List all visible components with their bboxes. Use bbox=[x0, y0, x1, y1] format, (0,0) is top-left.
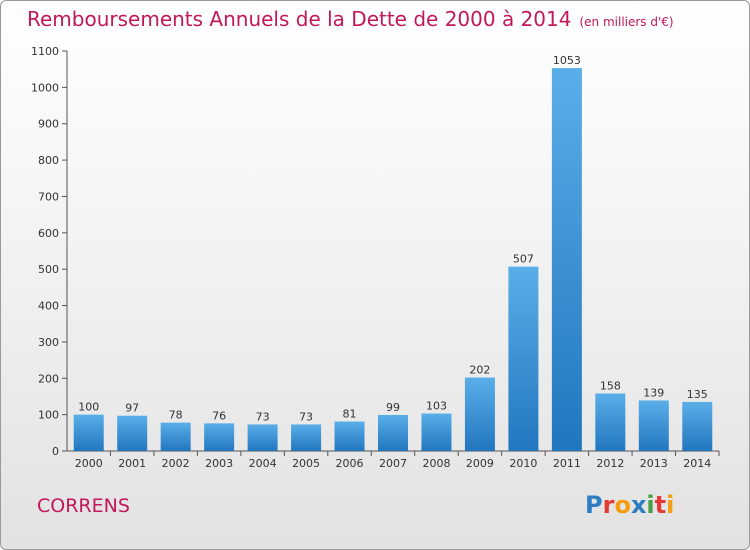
chart-title: Remboursements Annuels de la Dette de 20… bbox=[27, 7, 674, 31]
bar-value-label: 76 bbox=[212, 409, 226, 422]
bar bbox=[334, 421, 365, 451]
x-tick-label: 2009 bbox=[466, 457, 494, 470]
x-tick-label: 2012 bbox=[596, 457, 624, 470]
bar-chart: 0 100 200 300 400 500 600 700 800 900 1000 1100 100 2… bbox=[31, 45, 720, 470]
bar-value-label: 78 bbox=[169, 409, 183, 422]
logo-letter: x bbox=[630, 491, 647, 519]
bar-value-label: 507 bbox=[513, 253, 534, 266]
y-tick-label: 700 bbox=[38, 190, 59, 203]
bar bbox=[160, 422, 191, 451]
bar bbox=[204, 423, 235, 451]
x-tick-label: 2004 bbox=[249, 457, 277, 470]
logo-letter: i bbox=[666, 491, 675, 519]
bar bbox=[378, 415, 408, 451]
y-tick-label: 500 bbox=[38, 263, 59, 276]
bar bbox=[682, 401, 713, 451]
logo-letter: i bbox=[646, 491, 655, 519]
y-tick-label: 1100 bbox=[31, 45, 59, 58]
bar-value-label: 81 bbox=[343, 408, 357, 421]
y-tick-label: 300 bbox=[38, 336, 59, 349]
y-tick-label: 100 bbox=[38, 409, 59, 422]
bar bbox=[291, 424, 322, 451]
x-tick-label: 2007 bbox=[379, 457, 407, 470]
y-tick-label: 1000 bbox=[31, 81, 59, 94]
x-tick-label: 2001 bbox=[118, 457, 146, 470]
logo-letter: P bbox=[585, 491, 603, 519]
bar bbox=[117, 415, 148, 451]
bar-value-label: 100 bbox=[78, 401, 99, 414]
y-tick-label: 200 bbox=[38, 372, 59, 385]
y-tick-label: 400 bbox=[38, 300, 59, 313]
logo-letter: r bbox=[602, 491, 615, 519]
bar bbox=[464, 377, 495, 451]
x-tick-label: 2000 bbox=[75, 457, 103, 470]
y-tick-label: 800 bbox=[38, 154, 59, 167]
logo-letter: o bbox=[614, 491, 631, 519]
bar bbox=[73, 414, 104, 451]
x-tick-label: 2014 bbox=[683, 457, 711, 470]
x-tick-label: 2010 bbox=[509, 457, 537, 470]
y-tick-label: 0 bbox=[52, 445, 59, 458]
bar-value-label: 73 bbox=[256, 410, 270, 423]
y-tick-label: 600 bbox=[38, 227, 59, 240]
y-tick-label: 900 bbox=[38, 118, 59, 131]
x-tick-label: 2005 bbox=[292, 457, 320, 470]
chart-subtitle: (en milliers d'€) bbox=[579, 15, 674, 29]
bar-value-label: 73 bbox=[299, 410, 313, 423]
chart-title-text: Remboursements Annuels de la Dette de 20… bbox=[27, 7, 572, 31]
bar-value-label: 99 bbox=[386, 401, 400, 414]
bar-value-label: 139 bbox=[643, 386, 664, 399]
bar bbox=[595, 393, 626, 451]
bar-value-label: 202 bbox=[469, 364, 490, 377]
bar-value-label: 1053 bbox=[553, 54, 581, 67]
commune-name: CORRENS bbox=[37, 495, 130, 517]
bar bbox=[421, 413, 452, 451]
x-tick-label: 2002 bbox=[162, 457, 190, 470]
bar-value-label: 135 bbox=[687, 388, 708, 401]
logo-letter: t bbox=[654, 491, 667, 519]
bar-value-label: 158 bbox=[600, 380, 621, 393]
bar bbox=[638, 400, 669, 451]
bar bbox=[551, 68, 582, 451]
proxiti-logo: Proxiti bbox=[585, 491, 674, 519]
x-tick-label: 2011 bbox=[553, 457, 581, 470]
bar bbox=[508, 266, 539, 451]
bar bbox=[247, 424, 278, 451]
x-tick-label: 2003 bbox=[205, 457, 233, 470]
x-tick-label: 2006 bbox=[336, 457, 364, 470]
x-tick-label: 2013 bbox=[640, 457, 668, 470]
bar-value-label: 97 bbox=[125, 402, 139, 415]
x-tick-label: 2008 bbox=[422, 457, 450, 470]
bar-value-label: 103 bbox=[426, 400, 447, 413]
